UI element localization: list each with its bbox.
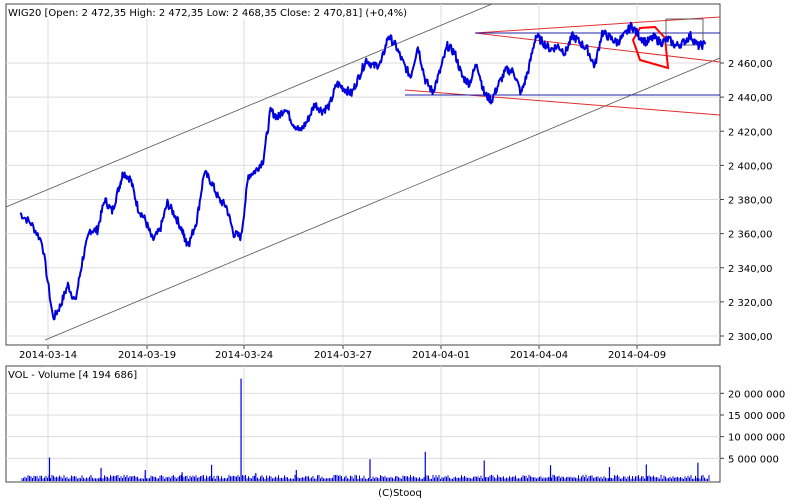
red-trend-line-3 bbox=[404, 89, 721, 116]
volume-baseline-bars bbox=[21, 474, 710, 481]
red-trend-line-2 bbox=[474, 16, 721, 34]
volume-y-tick-label: 20 000 000 bbox=[728, 389, 785, 400]
x-tick-labels: 2014-03-14 2014-03-19 2014-03-24 2014-03-27… bbox=[19, 345, 666, 361]
volume-tick-labels: 5 000 000 10 000 000 15 000 000 20 000 000 bbox=[720, 389, 785, 465]
price-y-tick-label: 2 380,00 bbox=[728, 196, 773, 207]
volume-y-tick-label: 10 000 000 bbox=[728, 433, 785, 444]
volume-panel-frame bbox=[5, 365, 721, 483]
price-series bbox=[19, 21, 707, 321]
x-tick-label: 2014-03-27 bbox=[314, 350, 372, 361]
y-tick-labels: 2 300,00 2 320,00 2 340,00 2 360,00 2 380,00… bbox=[720, 59, 773, 343]
red-highlight-shape bbox=[631, 25, 670, 70]
price-y-tick-label: 2 340,00 bbox=[728, 264, 773, 275]
x-tick-label: 2014-04-09 bbox=[608, 350, 666, 361]
volume-series bbox=[21, 378, 710, 481]
volume-grid bbox=[6, 366, 720, 482]
volume-info-bg bbox=[7, 367, 137, 381]
price-info-label: WIG20 [Open: 2 472,35 High: 2 472,35 Low… bbox=[8, 8, 407, 19]
price-y-tick-label: 2 360,00 bbox=[728, 230, 773, 241]
x-tick-label: 2014-04-01 bbox=[412, 350, 470, 361]
price-y-tick-label: 2 300,00 bbox=[728, 332, 773, 343]
volume-y-tick-label: 5 000 000 bbox=[728, 454, 779, 465]
x-tick-label: 2014-03-24 bbox=[215, 350, 273, 361]
x-tick-label: 2014-03-14 bbox=[19, 350, 77, 361]
lower-channel-line bbox=[44, 57, 721, 341]
price-grid bbox=[6, 4, 720, 345]
x-tick-label: 2014-04-04 bbox=[510, 350, 568, 361]
volume-y-tick-label: 15 000 000 bbox=[728, 411, 785, 422]
upper-channel-line bbox=[5, 3, 493, 208]
trend-lines bbox=[5, 3, 721, 341]
price-y-tick-label: 2 440,00 bbox=[728, 93, 773, 104]
price-info-bg bbox=[7, 5, 417, 19]
red-trend-line-1 bbox=[474, 32, 721, 63]
price-line bbox=[19, 21, 707, 321]
price-y-tick-label: 2 400,00 bbox=[728, 161, 773, 172]
price-y-tick-label: 2 320,00 bbox=[728, 298, 773, 309]
volume-info-label: VOL - Volume [4 194 686] bbox=[8, 370, 137, 381]
price-y-tick-label: 2 420,00 bbox=[728, 127, 773, 138]
footer-copyright: (C)Stooq bbox=[378, 488, 422, 499]
x-tick-label: 2014-03-19 bbox=[118, 350, 176, 361]
price-panel-frame bbox=[5, 3, 721, 346]
price-y-tick-label: 2 460,00 bbox=[728, 59, 773, 70]
